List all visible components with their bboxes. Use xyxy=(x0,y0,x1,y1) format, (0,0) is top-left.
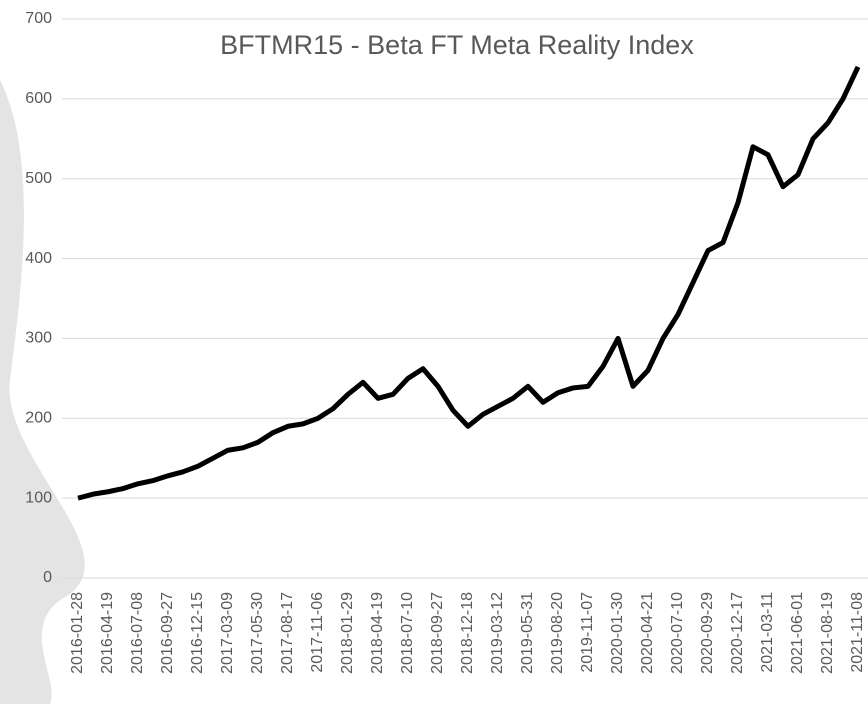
x-tick-label: 2016-04-19 xyxy=(99,592,116,674)
x-tick-label: 2020-04-21 xyxy=(639,592,656,674)
x-tick-label: 2019-03-12 xyxy=(489,592,506,674)
y-tick-label: 200 xyxy=(25,410,52,427)
x-tick-label: 2018-07-10 xyxy=(399,592,416,674)
x-tick-label: 2016-01-28 xyxy=(69,592,86,674)
x-tick-label: 2019-11-07 xyxy=(579,592,596,673)
y-tick-label: 300 xyxy=(25,330,52,347)
x-tick-label: 2020-01-30 xyxy=(609,592,626,674)
x-tick-label: 2019-05-31 xyxy=(519,592,536,674)
x-tick-label: 2017-08-17 xyxy=(279,592,296,674)
x-tick-label: 2020-12-17 xyxy=(729,592,746,674)
y-tick-label: 500 xyxy=(25,170,52,187)
x-tick-label: 2019-08-20 xyxy=(549,592,566,674)
y-tick-label: 700 xyxy=(25,10,52,27)
x-tick-label: 2021-08-19 xyxy=(819,592,836,674)
x-tick-label: 2016-12-15 xyxy=(189,592,206,674)
x-tick-label: 2021-03-11 xyxy=(759,592,776,673)
x-tick-label: 2018-12-18 xyxy=(459,592,476,674)
x-tick-label: 2018-04-19 xyxy=(369,592,386,674)
x-tick-label: 2018-01-29 xyxy=(339,592,356,674)
x-tick-label: 2021-06-01 xyxy=(789,592,806,674)
line-series xyxy=(78,67,858,498)
x-tick-label: 2016-09-27 xyxy=(159,592,176,674)
chart-title: BFTMR15 - Beta FT Meta Reality Index xyxy=(220,30,694,60)
x-tick-label: 2017-11-06 xyxy=(309,592,326,673)
chart: BFTMR15 - Beta FT Meta Reality Index 0 10… xyxy=(0,0,868,704)
y-tick-label: 400 xyxy=(25,250,52,267)
x-tick-label: 2017-05-30 xyxy=(249,592,266,674)
x-tick-label: 2016-07-08 xyxy=(129,592,146,674)
x-tick-label: 2020-09-29 xyxy=(699,592,716,674)
y-tick-label: 100 xyxy=(25,489,52,506)
y-tick-label: 600 xyxy=(25,90,52,107)
x-tick-label: 2021-11-08 xyxy=(849,592,866,673)
y-tick-label: 0 xyxy=(43,569,52,586)
x-tick-label: 2017-03-09 xyxy=(219,592,236,674)
x-tick-label: 2020-07-10 xyxy=(669,592,686,674)
x-tick-label: 2018-09-27 xyxy=(429,592,446,674)
